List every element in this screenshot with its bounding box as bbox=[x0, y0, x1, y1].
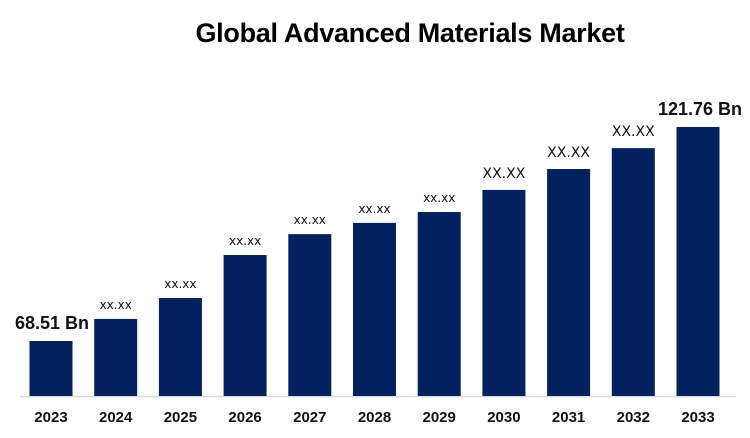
data-label: 121.76 Bn bbox=[658, 99, 742, 119]
x-tick-label: 2026 bbox=[228, 409, 261, 426]
bar-2028 bbox=[353, 222, 396, 396]
bar-2033 bbox=[676, 126, 720, 396]
data-label: XX.XX bbox=[612, 124, 655, 140]
data-label: XX.XX bbox=[482, 166, 525, 182]
x-tick-label: 2025 bbox=[164, 409, 197, 426]
bar-2024 bbox=[94, 318, 138, 396]
x-tick-label: 2023 bbox=[34, 409, 67, 426]
x-tick-label: 2029 bbox=[423, 409, 456, 426]
data-label: xx.xx bbox=[423, 191, 455, 205]
bar-2027 bbox=[288, 234, 332, 396]
bar-2032 bbox=[611, 148, 655, 396]
x-tick-label: 2028 bbox=[358, 409, 391, 426]
bar-2029 bbox=[417, 212, 461, 396]
data-label: xx.xx bbox=[358, 202, 390, 216]
data-label: 68.51 Bn bbox=[15, 313, 89, 333]
bar-2026 bbox=[223, 255, 267, 396]
x-tick-label: 2032 bbox=[617, 409, 650, 426]
x-tick-label: 2031 bbox=[552, 409, 585, 426]
data-label: XX.XX bbox=[547, 145, 590, 161]
data-label: xx.xx bbox=[294, 213, 326, 227]
x-tick-label: 2033 bbox=[681, 409, 714, 426]
x-tick-label: 2027 bbox=[293, 409, 326, 426]
bar-2023 bbox=[29, 340, 73, 396]
x-tick-label: 2030 bbox=[487, 409, 520, 426]
chart-title: Global Advanced Materials Market bbox=[195, 18, 625, 48]
bar-2031 bbox=[547, 169, 591, 396]
bar-2025 bbox=[158, 298, 202, 396]
bar-2030 bbox=[482, 189, 526, 396]
data-label: xx.xx bbox=[100, 298, 132, 312]
data-label: xx.xx bbox=[229, 234, 261, 248]
x-tick-label: 2024 bbox=[99, 409, 133, 426]
data-label: xx.xx bbox=[164, 277, 196, 291]
